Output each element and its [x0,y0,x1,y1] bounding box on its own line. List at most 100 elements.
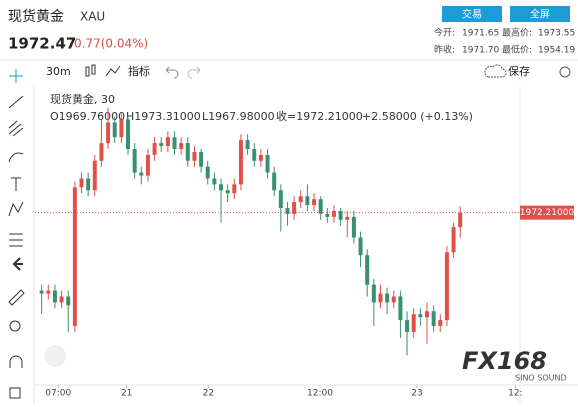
candle-body [378,293,383,303]
candle-body [199,151,204,167]
ruler-tool[interactable] [8,289,25,306]
stat-value: 1973.55 [538,29,575,39]
legend-close: 收=1972.21000 [276,109,363,123]
indicator-icon[interactable] [105,65,121,77]
candle-body [272,172,277,191]
candle-body [139,172,144,176]
x-tick-label: 12:00 [307,389,333,399]
candle-body [132,149,137,173]
undo[interactable] [165,66,179,79]
lock-tool[interactable] [9,387,21,399]
candle-body [265,154,270,173]
stat-value: 1954.19 [538,46,575,56]
candle-body [424,311,429,318]
candle-body [318,199,323,214]
fullscreen-button[interactable] [510,6,570,22]
candle-body [418,314,423,318]
plot: 07:00 21 22 12:00 23 12: 1972.21000 [35,107,574,399]
save[interactable]: 保存 [508,64,530,78]
zoom-tool[interactable] [9,320,21,332]
stat-value: 1971.70 [462,46,499,56]
price-change: 0.77(0.04%) [74,37,148,51]
fullscreen-label: 全屏 [530,8,550,21]
ohlc-legend: O1969.76000 H1973.31000 L1967.98000 收=19… [50,109,473,123]
left-toolbar [8,69,25,399]
candle-body [245,140,250,149]
brush-tool[interactable] [8,152,24,163]
candle-body [391,296,396,303]
candle-body [39,290,44,294]
last-price-tag [520,205,574,220]
candle-body [66,296,71,306]
candle-body [172,137,177,149]
candle-body [385,293,390,303]
candle-body [165,137,170,147]
candle-body [145,154,150,176]
fib-tool[interactable] [9,233,23,247]
candle-body [398,296,403,321]
legend-title: 现货黄金, 30 [50,92,115,106]
trade-button[interactable] [442,6,502,22]
candle-body [431,311,436,326]
candle-body [325,213,330,217]
crosshair-tool[interactable] [9,69,23,83]
trade-label: 交易 [462,8,482,21]
candle-body [72,187,77,326]
candle-body [159,143,164,147]
interval[interactable]: 30m [46,65,71,78]
candle-body [212,178,217,185]
candle-body [46,290,51,294]
candle-body [365,255,370,285]
candle-body [444,252,449,321]
candle-body [205,166,210,179]
candle-body [411,314,416,332]
indicators[interactable]: 指标 [128,64,150,78]
candle-body [285,208,290,214]
cloud-badge[interactable] [44,345,66,367]
x-tick-label: 22 [203,389,214,399]
candle-body [99,143,104,161]
candle-body [106,122,111,144]
back-tool[interactable] [12,257,23,271]
candle-body [238,140,243,185]
candle-body [119,119,124,138]
candle-body [345,216,350,220]
candle-body [458,212,463,228]
candle-body [438,320,443,326]
x-tick-label: 07:00 [45,389,71,399]
stat-label: 最低价: [502,44,532,56]
stat-label: 今开: [434,27,455,39]
watermark-sub: SINO SOUND [515,374,567,383]
candle-body [225,190,230,194]
stats: 今开: 1971.65 最高价: 1973.55 昨收: 1971.70 最低价… [434,27,575,56]
redo[interactable] [187,66,201,79]
candle-body [52,290,57,303]
cloud-icon[interactable] [484,64,507,78]
settings[interactable] [559,66,571,78]
candle-body [358,237,363,256]
magnet-tool[interactable] [9,355,23,368]
candle-body [59,296,64,303]
channel-tool[interactable] [8,120,24,137]
candle-body [112,122,117,138]
legend-low: L1967.98000 [202,110,275,123]
pattern-tool[interactable] [8,201,24,217]
candle-body [219,184,224,191]
instrument-symbol: XAU [80,10,105,24]
line-tool[interactable] [8,95,24,109]
x-tick-label: 21 [121,389,132,399]
candle-body [451,227,456,253]
candle-icon[interactable] [85,64,96,77]
candle-body [351,216,356,238]
text-tool[interactable] [11,177,21,191]
candle-body [192,151,197,161]
candle-body [305,196,310,206]
candle-body [292,202,297,214]
candle-body [312,199,317,206]
candle-body [179,143,184,149]
price: 1972.47 [8,35,76,53]
instrument-name: 现货黄金 [8,8,64,25]
legend-high: H1973.31000 [126,110,201,123]
candle-body [278,190,283,208]
candle-body [152,143,157,155]
